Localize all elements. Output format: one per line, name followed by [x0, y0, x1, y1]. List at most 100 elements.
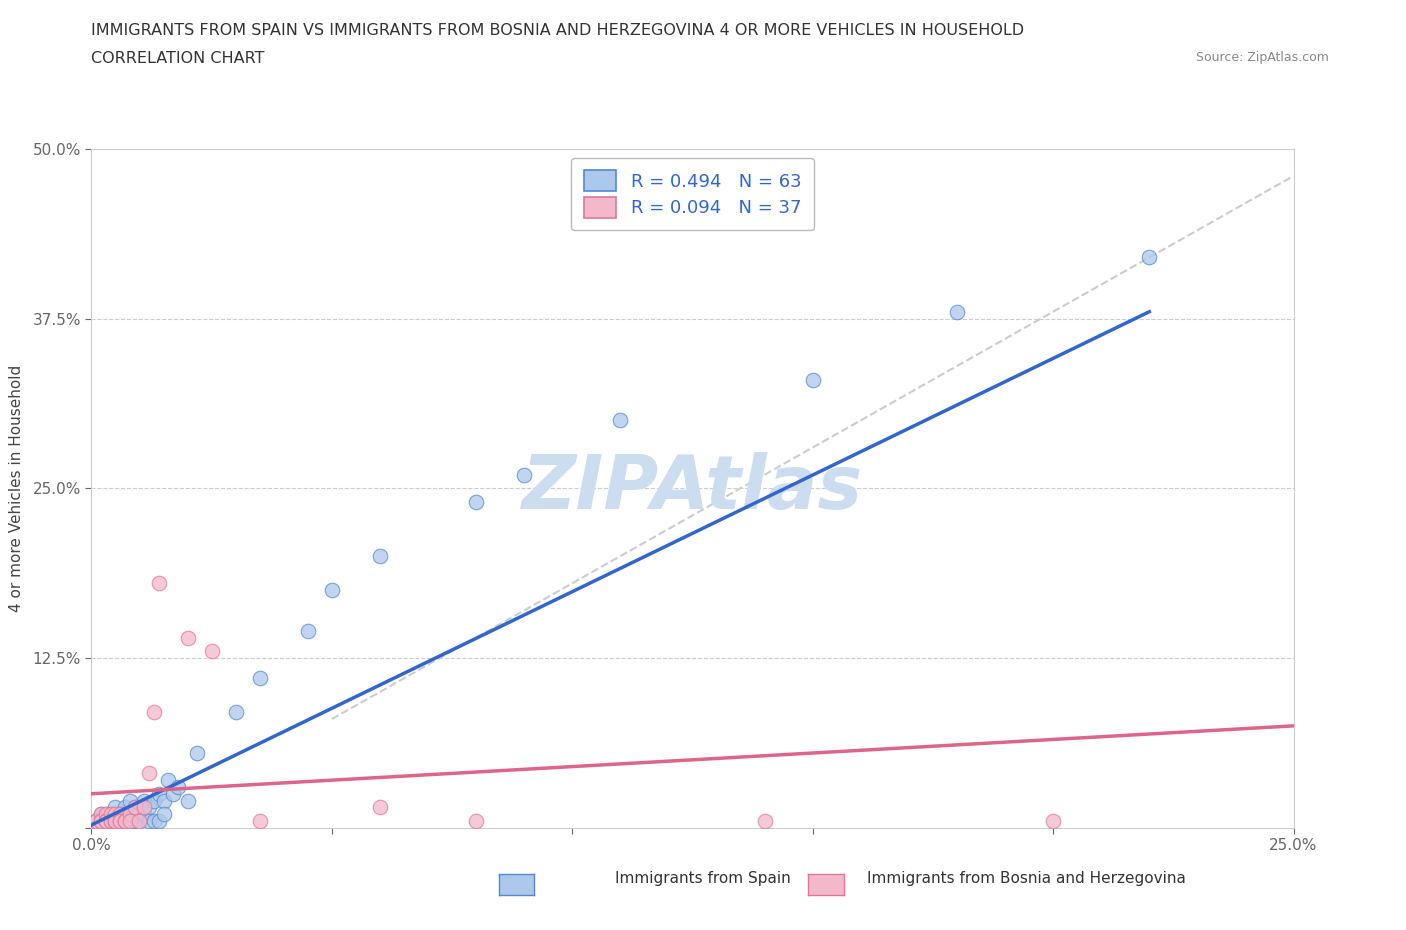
- Point: [368, 549, 391, 564]
- Point: [134, 793, 156, 808]
- Point: [128, 814, 150, 829]
- Point: [114, 814, 136, 829]
- Point: [114, 814, 136, 829]
- Point: [186, 746, 208, 761]
- Point: [225, 705, 247, 720]
- Point: [801, 372, 824, 387]
- Point: [100, 806, 122, 821]
- Point: [167, 779, 190, 794]
- Point: [94, 814, 117, 829]
- Point: [138, 814, 160, 829]
- Point: [148, 576, 170, 591]
- Point: [94, 814, 117, 829]
- Point: [201, 644, 224, 658]
- Point: [110, 814, 132, 829]
- Point: [321, 582, 343, 598]
- Text: Immigrants from Bosnia and Herzegovina: Immigrants from Bosnia and Herzegovina: [868, 871, 1185, 886]
- Point: [138, 766, 160, 781]
- Point: [100, 806, 122, 821]
- Point: [128, 806, 150, 821]
- Point: [94, 814, 117, 829]
- Text: Immigrants from Spain: Immigrants from Spain: [616, 871, 790, 886]
- Point: [297, 623, 319, 638]
- Point: [134, 806, 156, 821]
- Point: [104, 806, 127, 821]
- Point: [90, 814, 112, 829]
- Point: [84, 814, 107, 829]
- Text: Source: ZipAtlas.com: Source: ZipAtlas.com: [1195, 51, 1329, 64]
- Point: [124, 814, 146, 829]
- Point: [104, 814, 127, 829]
- Point: [1042, 814, 1064, 829]
- Point: [946, 304, 969, 319]
- Point: [142, 793, 165, 808]
- Point: [84, 814, 107, 829]
- Point: [176, 793, 198, 808]
- Point: [465, 495, 488, 510]
- Point: [94, 814, 117, 829]
- Point: [104, 800, 127, 815]
- Point: [118, 814, 141, 829]
- Point: [609, 413, 631, 428]
- Point: [104, 814, 127, 829]
- Point: [90, 806, 112, 821]
- Point: [90, 814, 112, 829]
- Point: [84, 814, 107, 829]
- Point: [110, 814, 132, 829]
- Point: [100, 814, 122, 829]
- Text: CORRELATION CHART: CORRELATION CHART: [91, 51, 264, 66]
- Point: [162, 787, 184, 802]
- Point: [118, 806, 141, 821]
- Point: [110, 814, 132, 829]
- Point: [90, 806, 112, 821]
- Point: [100, 814, 122, 829]
- Point: [110, 806, 132, 821]
- Point: [84, 814, 107, 829]
- Point: [100, 814, 122, 829]
- Point: [114, 806, 136, 821]
- Point: [124, 800, 146, 815]
- Point: [94, 814, 117, 829]
- Point: [94, 806, 117, 821]
- Point: [90, 814, 112, 829]
- Point: [148, 787, 170, 802]
- Point: [128, 800, 150, 815]
- Point: [249, 671, 271, 685]
- Point: [100, 814, 122, 829]
- Point: [110, 814, 132, 829]
- Point: [124, 800, 146, 815]
- Point: [152, 793, 174, 808]
- Point: [249, 814, 271, 829]
- Point: [114, 814, 136, 829]
- Point: [104, 814, 127, 829]
- Point: [152, 806, 174, 821]
- Point: [118, 806, 141, 821]
- Point: [118, 793, 141, 808]
- Point: [142, 705, 165, 720]
- Point: [104, 814, 127, 829]
- Point: [1137, 250, 1160, 265]
- Point: [84, 814, 107, 829]
- Point: [90, 814, 112, 829]
- Point: [114, 800, 136, 815]
- Point: [148, 814, 170, 829]
- Point: [94, 814, 117, 829]
- Point: [104, 814, 127, 829]
- Point: [465, 814, 488, 829]
- Legend: R = 0.494   N = 63, R = 0.094   N = 37: R = 0.494 N = 63, R = 0.094 N = 37: [571, 158, 814, 231]
- Point: [104, 814, 127, 829]
- Point: [138, 800, 160, 815]
- Point: [100, 814, 122, 829]
- Point: [100, 814, 122, 829]
- Point: [110, 814, 132, 829]
- Point: [94, 806, 117, 821]
- Point: [157, 773, 180, 788]
- Point: [368, 800, 391, 815]
- Point: [118, 814, 141, 829]
- Point: [754, 814, 776, 829]
- Text: IMMIGRANTS FROM SPAIN VS IMMIGRANTS FROM BOSNIA AND HERZEGOVINA 4 OR MORE VEHICL: IMMIGRANTS FROM SPAIN VS IMMIGRANTS FROM…: [91, 23, 1025, 38]
- Point: [110, 806, 132, 821]
- Point: [142, 814, 165, 829]
- Point: [104, 806, 127, 821]
- Point: [128, 814, 150, 829]
